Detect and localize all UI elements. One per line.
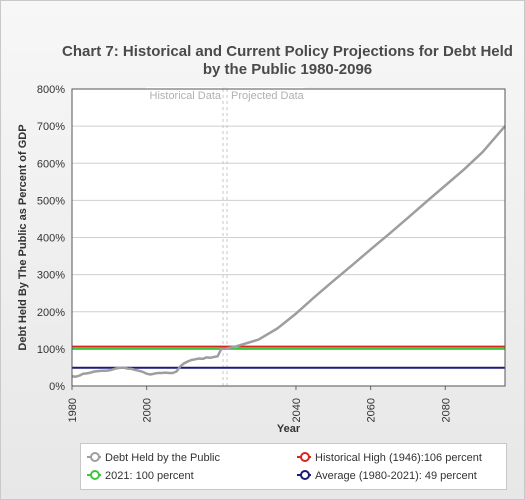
- y-tick-label: 0%: [49, 381, 65, 393]
- x-tick-label: 2080: [440, 398, 452, 422]
- y-tick-label: 800%: [37, 84, 65, 96]
- legend-label-debt: Debt Held by the Public: [105, 452, 220, 464]
- x-tick-label: 1980: [67, 398, 79, 422]
- x-axis-title: Year: [277, 423, 301, 435]
- annotation-bg: [146, 87, 223, 102]
- legend-item-historical-high[interactable]: Historical High (1946):106 percent: [297, 450, 482, 466]
- y-tick-label: 300%: [37, 270, 65, 282]
- y-axis-title: Debt Held By The Public as Percent of GD…: [17, 124, 29, 350]
- legend-marker-icon: [87, 452, 101, 463]
- x-tick-label: 2040: [291, 398, 303, 422]
- annotation-bg: [228, 87, 306, 102]
- chart-title: Chart 7: Historical and Current Policy P…: [62, 43, 513, 78]
- legend-marker-icon: [297, 470, 311, 481]
- legend-item-average[interactable]: Average (1980-2021): 49 percent: [297, 468, 477, 484]
- annotation-historical: Historical Data: [150, 90, 222, 102]
- y-tick-label: 600%: [37, 158, 65, 170]
- annotation-projected: Projected Data: [231, 90, 305, 102]
- chart-legend: Debt Held by the Public Historical High …: [80, 443, 507, 490]
- y-tick-label: 200%: [37, 307, 65, 319]
- legend-label-2021: 2021: 100 percent: [105, 470, 194, 482]
- y-tick-label: 700%: [37, 121, 65, 133]
- x-tick-label: 2060: [366, 398, 378, 422]
- plot-border: [71, 88, 506, 387]
- y-tick-label: 500%: [37, 195, 65, 207]
- legend-marker-icon: [87, 470, 101, 481]
- legend-item-debt[interactable]: Debt Held by the Public: [87, 450, 220, 466]
- legend-label-average: Average (1980-2021): 49 percent: [315, 470, 477, 482]
- legend-marker-icon: [297, 452, 311, 463]
- x-tick-label: 2000: [142, 398, 154, 422]
- legend-label-historical-high: Historical High (1946):106 percent: [315, 452, 482, 464]
- y-tick-label: 400%: [37, 233, 65, 245]
- legend-item-2021[interactable]: 2021: 100 percent: [87, 468, 194, 484]
- y-tick-label: 100%: [37, 344, 65, 356]
- series-line-0: [71, 125, 506, 378]
